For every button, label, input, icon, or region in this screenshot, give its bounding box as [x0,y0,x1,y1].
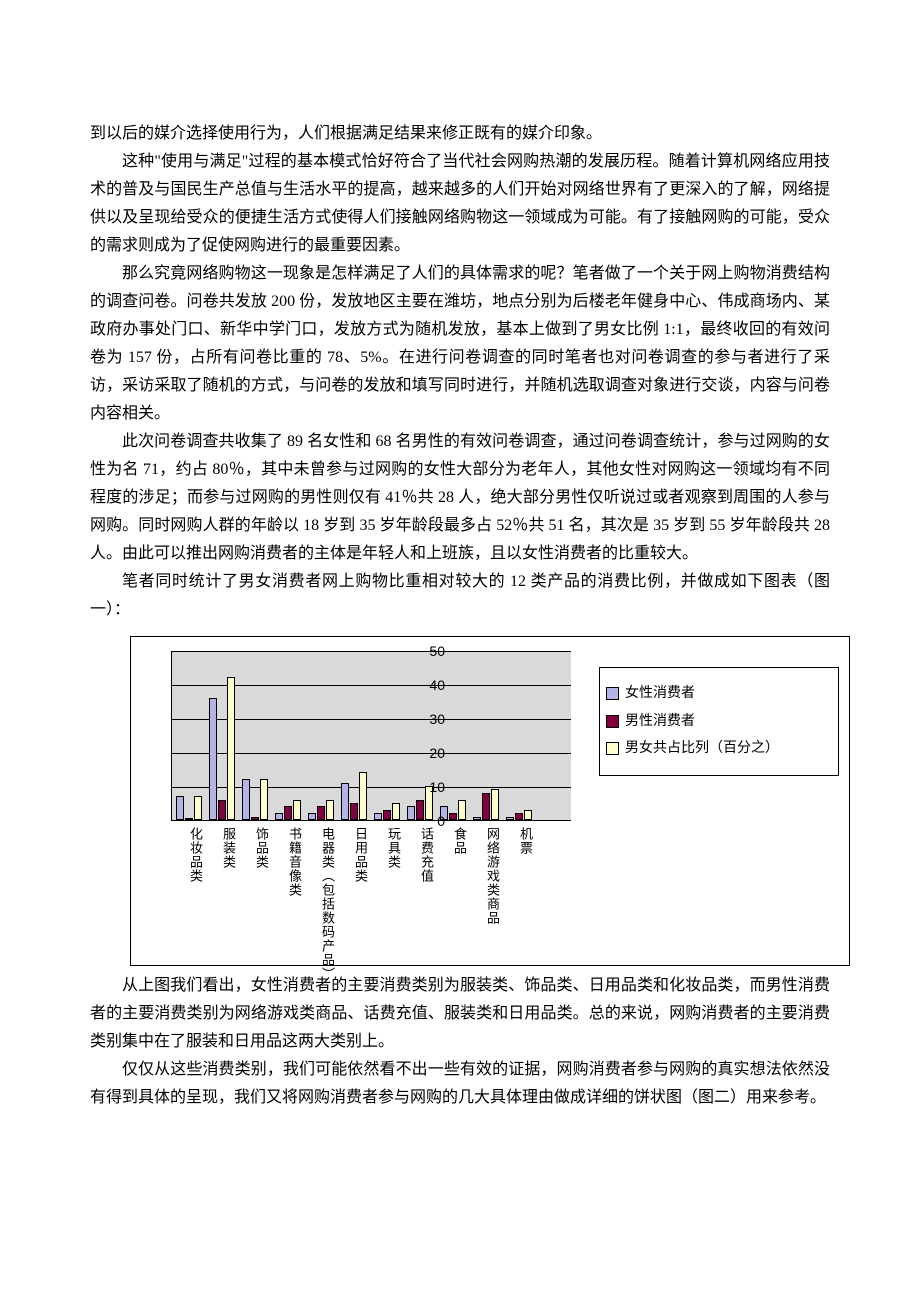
chart-bar [392,803,400,820]
chart-xlabel: 机票 [505,827,532,981]
chart-bars [172,651,571,820]
chart-bar-group [341,772,368,820]
chart-bar-group [242,779,269,820]
chart-bar [326,800,334,820]
chart-xlabel: 日用品类 [340,827,367,981]
chart-bar [209,698,217,820]
chart-bar [473,817,481,820]
chart-bar [449,813,457,820]
chart-bar [260,779,268,820]
chart-container: 01020304050 化妆品类服装类饰品类书籍音像类电器类（包括数码产品）日用… [130,636,850,966]
chart-legend-item: 男女共占比列（百分之） [606,739,832,759]
chart-bar-group [176,796,203,820]
chart-ytick: 30 [429,711,445,727]
paragraph: 那么究竟网络购物这一现象是怎样满足了人们的具体需求的呢？笔者做了一个关于网上购物… [90,260,830,428]
chart-bar [524,810,532,820]
chart-bar-group [308,800,335,820]
chart-xlabel: 服装类 [208,827,235,981]
chart-plot-area [171,651,571,821]
chart-bar-group [506,810,533,820]
chart-xlabel: 玩具类 [373,827,400,981]
paragraph: 这种"使用与满足"过程的基本模式恰好符合了当代社会网购热潮的发展历程。随着计算机… [90,148,830,260]
chart-bar [176,796,184,820]
chart-bar [416,800,424,820]
chart-xlabel: 话费充值 [406,827,433,981]
chart-legend-swatch [606,715,619,728]
chart-bar [242,779,250,820]
paragraph: 笔者同时统计了男女消费者网上购物比重相对较大的 12 类产品的消费比例，并做成如… [90,568,830,624]
chart-xlabel: 化妆品类 [175,827,202,981]
chart-bar-group [374,803,401,820]
chart-legend-label: 男女共占比列（百分之） [625,739,779,759]
paragraph: 到以后的媒介选择使用行为，人们根据满足结果来修正既有的媒介印象。 [90,120,830,148]
chart-bar [458,800,466,820]
chart-bar [251,817,259,820]
paragraph: 从上图我们看出，女性消费者的主要消费类别为服装类、饰品类、日用品类和化妆品类，而… [90,972,830,1056]
chart-bar-group [473,789,500,820]
chart-bar [491,789,499,820]
chart-bar [359,772,367,820]
chart-bar [317,806,325,820]
chart-xlabel: 食品 [439,827,466,981]
chart-bar [350,803,358,820]
chart-bar [506,817,514,820]
chart-bar [284,806,292,820]
chart-legend-item: 男性消费者 [606,712,832,732]
chart-bar [293,800,301,820]
chart-ytick: 50 [429,643,445,659]
chart-bar [407,806,415,820]
chart-bar [341,783,349,820]
chart-legend-swatch [606,742,619,755]
chart-ytick: 40 [429,677,445,693]
chart-bar [374,813,382,820]
chart-xlabel: 电器类（包括数码产品） [307,827,334,981]
chart-bar-group [209,677,236,820]
chart-legend: 女性消费者男性消费者男女共占比列（百分之） [599,667,839,776]
chart-legend-label: 男性消费者 [625,712,695,732]
chart-bar [227,677,235,820]
chart-ytick: 10 [429,779,445,795]
chart-bar [194,796,202,820]
chart-bar [515,813,523,820]
chart-xlabel: 网络游戏类商品 [472,827,499,981]
chart-bar [308,813,316,820]
chart-x-labels: 化妆品类服装类饰品类书籍音像类电器类（包括数码产品）日用品类玩具类话费充值食品网… [171,827,571,981]
chart-figure-1: 01020304050 化妆品类服装类饰品类书籍音像类电器类（包括数码产品）日用… [130,636,830,966]
chart-bar [218,800,226,820]
chart-legend-swatch [606,687,619,700]
paragraph: 此次问卷调查共收集了 89 名女性和 68 名男性的有效问卷调查，通过问卷调查统… [90,428,830,568]
chart-bar-group [275,800,302,820]
chart-bar [383,810,391,820]
chart-bar [185,818,193,820]
chart-bar [482,793,490,820]
chart-legend-item: 女性消费者 [606,684,832,704]
chart-xlabel: 书籍音像类 [274,827,301,981]
paragraph: 仅仅从这些消费类别，我们可能依然看不出一些有效的证据，网购消费者参与网购的真实想… [90,1056,830,1112]
chart-ytick: 20 [429,745,445,761]
chart-legend-label: 女性消费者 [625,684,695,704]
chart-bar [275,813,283,820]
chart-xlabel: 饰品类 [241,827,268,981]
